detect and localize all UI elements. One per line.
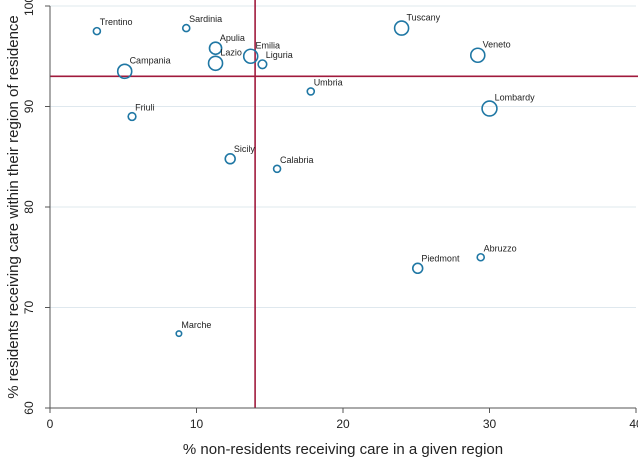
- point-label-emilia: Emilia: [256, 40, 281, 50]
- point-labels: Trentino Sardinia Apulia Lazio EmiliaLiguria…: [100, 12, 535, 330]
- point-emilia[interactable]: [242, 48, 259, 65]
- data-points: [92, 20, 498, 338]
- x-tick-label-40: 40: [629, 417, 638, 431]
- y-tick-label-70: 70: [22, 301, 36, 315]
- point-label-marche: Marche: [181, 320, 211, 330]
- y-tick-label-100: 100: [22, 0, 36, 16]
- point-label-abruzzo: Abruzzo: [484, 243, 517, 253]
- y-tick-label-60: 60: [22, 401, 36, 415]
- point-label-lombardy: Lombardy: [495, 92, 536, 102]
- point-label-sicily: Sicily: [234, 144, 256, 154]
- point-label-veneto: Veneto: [483, 39, 511, 49]
- y-axis-label: % residents receiving care within their …: [5, 15, 22, 399]
- point-label-lazio: Lazio: [220, 47, 242, 57]
- x-tick-label-20: 20: [336, 417, 350, 431]
- point-campania[interactable]: [116, 63, 133, 80]
- point-label-umbria: Umbria: [314, 78, 343, 88]
- point-label-apulia: Apulia: [220, 33, 245, 43]
- point-tuscany[interactable]: [393, 20, 410, 36]
- grid-lines: [50, 5, 636, 308]
- point-label-tuscany: Tuscany: [406, 12, 440, 22]
- x-axis-label: % non-residents receiving care in a give…: [183, 441, 503, 458]
- point-trentino[interactable]: [92, 26, 102, 36]
- point-piedmont[interactable]: [411, 262, 424, 275]
- x-tick-label-0: 0: [47, 417, 54, 431]
- point-label-campania: Campania: [130, 55, 171, 65]
- point-label-sardinia: Sardinia: [189, 14, 222, 24]
- point-sardinia[interactable]: [181, 23, 191, 33]
- reference-lines: [50, 0, 638, 408]
- point-label-trentino: Trentino: [100, 17, 133, 27]
- point-label-friuli: Friuli: [135, 102, 155, 112]
- point-lazio[interactable]: [207, 55, 224, 72]
- y-tick-label-80: 80: [22, 200, 36, 214]
- point-liguria[interactable]: [257, 59, 268, 70]
- point-friuli[interactable]: [127, 111, 137, 122]
- x-tick-label-10: 10: [190, 417, 204, 431]
- point-sicily[interactable]: [224, 153, 236, 165]
- point-abruzzo[interactable]: [476, 252, 486, 262]
- point-label-piedmont: Piedmont: [421, 254, 460, 264]
- point-label-calabria: Calabria: [280, 155, 314, 165]
- x-tick-label-30: 30: [483, 417, 497, 431]
- y-tick-label-90: 90: [22, 100, 36, 114]
- point-label-liguria: Liguria: [266, 50, 293, 60]
- point-marche[interactable]: [175, 330, 183, 338]
- point-umbria[interactable]: [306, 87, 316, 96]
- point-lombardy[interactable]: [481, 100, 498, 117]
- axes: 0 10 20 30 40 60 70 80 90 100: [22, 0, 638, 431]
- point-calabria[interactable]: [272, 164, 282, 174]
- point-veneto[interactable]: [469, 47, 486, 64]
- point-apulia[interactable]: [208, 41, 223, 56]
